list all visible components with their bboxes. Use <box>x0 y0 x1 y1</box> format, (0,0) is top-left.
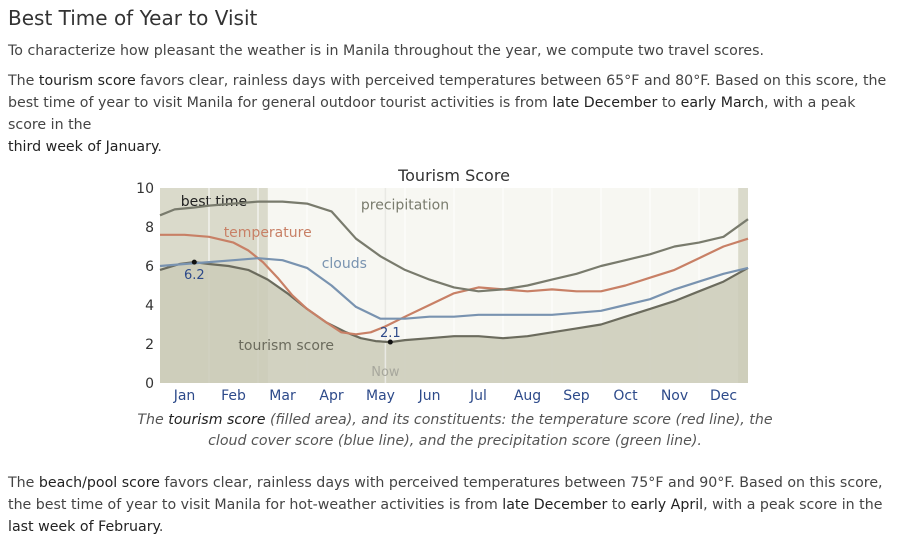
series-line-tourism-score <box>159 261 749 344</box>
month-label: Apr <box>319 388 343 404</box>
chart-caption: The tourism score (filled area), and its… <box>120 410 790 452</box>
text-fragment: . <box>157 139 162 155</box>
caption-term: tourism score <box>168 412 266 428</box>
month-label: Nov <box>661 388 688 404</box>
text-fragment: favors clear, rainless days with perceiv… <box>8 73 887 111</box>
annotation-label: 6.2 <box>184 268 205 283</box>
annotation-dot <box>191 259 197 265</box>
chart-title: Tourism Score <box>397 166 510 185</box>
month-label: Jun <box>418 388 441 404</box>
text-fragment: , with a peak score in the <box>8 95 856 133</box>
y-tick-label: 0 <box>145 376 154 392</box>
series-label-clouds: clouds <box>322 256 367 272</box>
page-heading: Best Time of Year to Visit <box>8 6 258 30</box>
text-fragment: . <box>158 519 164 535</box>
tourism-score-term: tourism score <box>38 73 136 89</box>
text-fragment: to <box>657 95 681 111</box>
month-label: Sep <box>563 388 590 404</box>
peak-period: third week of January <box>8 139 158 155</box>
month-label: Feb <box>221 388 246 404</box>
y-tick-label: 6 <box>145 259 154 275</box>
best-time-start: late December <box>552 95 658 111</box>
month-label: Oct <box>613 388 638 404</box>
text-fragment: The <box>8 73 39 89</box>
tourism-score-paragraph: The tourism score favors clear, rainless… <box>8 70 898 158</box>
month-label: Jan <box>173 388 196 404</box>
tourism-score-chart: Tourism Score best time Now tourism score te… <box>136 166 749 404</box>
series-label-tourism-score: tourism score <box>238 338 334 354</box>
annotation-label: 2.1 <box>380 326 401 341</box>
month-label: Dec <box>710 388 737 404</box>
beach-best-time-end: early April <box>630 497 704 513</box>
text-fragment: , with a peak score in the <box>703 497 883 513</box>
text-fragment: (filled area), and its constituents: the… <box>208 412 773 449</box>
y-tick-label: 2 <box>145 337 154 353</box>
best-time-label: best time <box>181 194 247 210</box>
series-label-temperature: temperature <box>224 225 312 241</box>
beach-score-paragraph: The beach/pool score favors clear, rainl… <box>8 472 898 538</box>
y-tick-label: 10 <box>136 181 154 197</box>
text-fragment: The <box>8 475 39 491</box>
series-line-clouds <box>159 257 749 320</box>
now-label: Now <box>371 365 400 380</box>
month-label: Jul <box>469 388 487 404</box>
annotation-dot <box>387 339 393 345</box>
month-label: Mar <box>269 388 296 404</box>
month-label: May <box>366 388 395 404</box>
intro-paragraph: To characterize how pleasant the weather… <box>8 43 765 59</box>
month-label: Aug <box>514 388 541 404</box>
tourism-score-area <box>160 262 748 383</box>
y-tick-label: 8 <box>145 220 154 236</box>
text-fragment: The <box>137 412 169 428</box>
y-tick-label: 4 <box>145 298 154 314</box>
beach-peak-period: last week of February <box>8 519 159 535</box>
text-fragment: favors clear, rainless days with perceiv… <box>8 475 883 513</box>
series-label-precipitation: precipitation <box>361 197 449 213</box>
beach-best-time-start: late December <box>502 497 608 513</box>
text-fragment: to <box>607 497 631 513</box>
best-time-end: early March <box>680 95 764 111</box>
beach-score-term: beach/pool score <box>38 475 160 491</box>
series-line-precipitation <box>159 200 749 293</box>
